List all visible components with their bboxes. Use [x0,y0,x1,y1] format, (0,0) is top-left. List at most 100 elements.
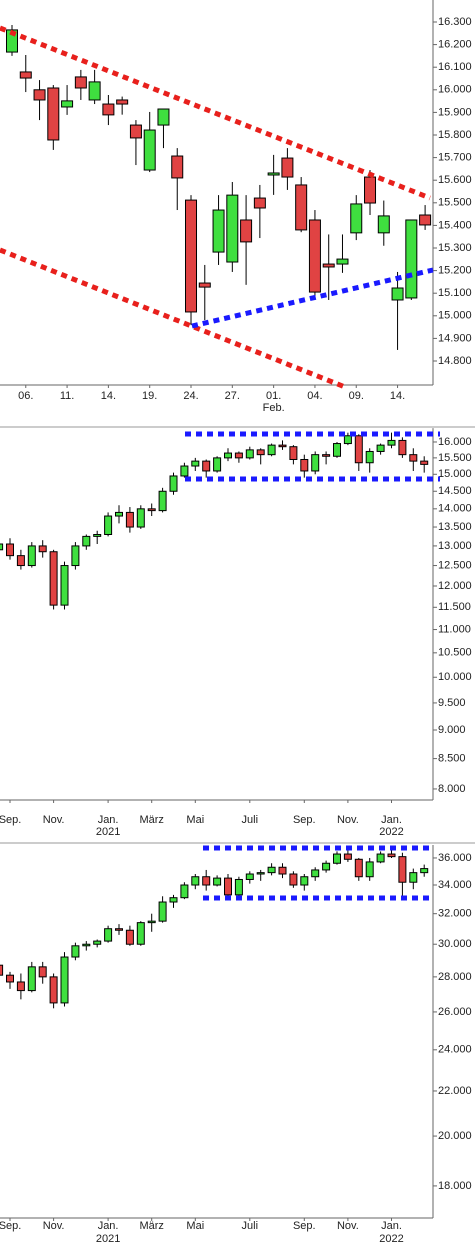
y-tick-label: 34.000 [438,879,472,891]
candle-body [419,214,432,226]
y-tick-label: 30.000 [438,938,472,950]
y-tick-label: 13.000 [438,540,472,552]
y-tick-label: 20.000 [438,1130,472,1142]
candles [6,24,432,350]
candle-body [169,475,178,492]
candle-body [49,551,58,606]
y-tick-label: 16.000 [438,436,472,448]
candle-body [19,71,32,79]
y-tick-label: 8.000 [438,783,466,795]
candle-body [409,872,418,883]
x-tick-label: 19. [142,390,157,402]
candle-body [398,439,407,456]
candle-body [27,966,36,992]
candle-body [333,853,341,864]
candle-body [420,868,429,874]
x-tick-label: 14. [101,390,116,402]
candle-body [169,897,178,903]
candle-body [125,929,134,945]
candle-body [102,103,115,116]
x-tick-label: 2021 [96,826,120,838]
candle-body [365,450,374,464]
candle-body [420,460,429,465]
candle-body [350,203,363,234]
candle-body [16,555,25,567]
x-tick-label: Feb. [263,402,285,414]
y-tick-label: 32.000 [438,908,472,920]
candle-body [376,444,385,452]
y-tick-label: 18.000 [438,1180,472,1192]
candle-body [93,940,102,945]
x-tick-label: 11. [60,390,74,402]
x-tick-label: Sep. [293,814,316,826]
x-tick-label: Jan. [381,1220,402,1232]
candle-body [6,29,18,53]
candle-body [300,876,309,886]
candle-body [267,866,276,874]
candle-body [387,853,396,858]
y-tick-label: 13.500 [438,521,472,533]
y-tick-label: 22.000 [438,1085,472,1097]
x-tick-label: Juli [242,1220,259,1232]
candle-body [0,543,4,551]
candle-body [82,535,91,547]
candle-body [74,76,87,89]
x-tick-label: Nov. [43,1220,65,1232]
candle-body [38,966,47,978]
x-tick-label: 04. [307,390,322,402]
candle-body [213,457,222,472]
y-tick-label: 11.000 [438,623,471,635]
candle-body [49,976,58,1004]
x-tick-label: März [139,814,163,826]
candle-body [295,184,308,231]
candles [0,432,429,610]
y-tick-label: 16.200 [438,39,472,51]
x-tick-label: 24. [183,390,198,402]
candle-body [88,81,101,101]
y-tick-label: 8.500 [438,753,466,765]
y-tick-label: 9.500 [438,697,466,709]
x-tick-label: Jan. [98,1220,119,1232]
x-tick-label: 2021 [96,1233,120,1245]
y-tick-label: 12.500 [438,559,472,571]
y-tick-label: 36.000 [438,852,472,864]
candle-body [226,194,239,263]
candle-body [354,435,363,464]
y-tick-label: 15.000 [438,468,472,480]
x-tick-label: Mai [186,814,204,826]
x-tick-label: 14. [390,390,405,402]
candle-body [191,460,200,467]
candle-body [202,460,211,472]
candle-body [104,928,113,942]
candle-body [405,219,418,299]
candle-body [38,545,47,553]
y-tick-label: 15.800 [438,129,472,141]
candle-body [224,877,232,896]
y-tick-label: 12.000 [438,580,472,592]
trend-line [0,247,346,390]
y-tick-label: 11.500 [438,601,471,613]
candle-body [322,263,335,268]
y-tick-label: 9.000 [438,724,466,736]
x-tick-label: Nov. [337,1220,359,1232]
candle-body [202,876,211,886]
candle-body [333,443,341,457]
x-tick-label: März [139,1220,163,1232]
x-tick-label: Juli [242,814,259,826]
candle-body [387,439,396,446]
y-tick-label: 15.400 [438,219,472,231]
candle-body [234,878,243,896]
candle-body [224,452,232,459]
y-tick-label: 24.000 [438,1044,472,1056]
candle-body [289,873,298,886]
y-tick-label: 28.000 [438,971,472,983]
y-tick-label: 10.000 [438,671,472,683]
candle-body [391,287,404,301]
candle-body [16,981,25,992]
y-tick-label: 15.500 [438,452,472,464]
x-tick-label: Sep. [293,1220,316,1232]
candle-body [343,853,352,860]
y-tick-label: 14.800 [438,355,472,367]
candle-body [198,282,211,288]
y-tick-label: 14.500 [438,485,472,497]
